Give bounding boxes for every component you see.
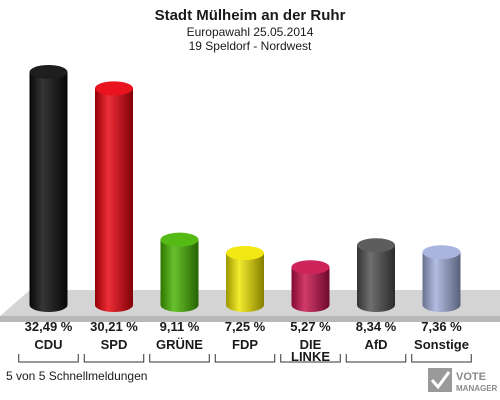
category-bracket	[18, 354, 79, 363]
bar-body	[291, 267, 330, 312]
footer-note: 5 von 5 Schnellmeldungen	[6, 369, 147, 383]
bar-cap	[357, 238, 395, 253]
logo-vote: VOTE	[456, 371, 486, 383]
category-bracket	[345, 354, 407, 363]
bar-die-linke	[291, 260, 330, 312]
category-label: DIE LINKE	[291, 337, 330, 364]
bar-body	[422, 252, 461, 312]
bar-sonstige	[422, 245, 461, 312]
floor-edge	[0, 316, 500, 322]
value-labels: 32,49 % 30,21 % 9,11 % 7,25 % 5,27 % 8,34 % 7,…	[25, 319, 463, 334]
category-label: Sonstige	[414, 337, 469, 352]
category-bracket	[411, 354, 472, 363]
category-label: CDU	[34, 337, 62, 352]
category-label: SPD	[101, 337, 128, 352]
value-label: 9,11 %	[160, 319, 200, 334]
bar-body	[160, 239, 199, 312]
bar-cdu	[29, 65, 68, 312]
value-label: 30,21 %	[90, 319, 138, 334]
chart-district: 19 Speldorf - Nordwest	[189, 39, 312, 53]
bar-spd	[95, 81, 133, 312]
bar-cap	[95, 81, 133, 96]
logo-manager: MANAGER	[456, 384, 498, 393]
bar-cap	[291, 260, 330, 275]
category-bracket	[214, 354, 276, 363]
category-label: AfD	[364, 337, 387, 352]
bar-body	[95, 88, 133, 312]
category-bracket	[280, 354, 341, 363]
category-label: FDP	[232, 337, 258, 352]
bar-cap	[160, 232, 199, 247]
bar-cap	[226, 246, 264, 261]
chart-title: Stadt Mülheim an der Ruhr	[155, 7, 346, 24]
vote-manager-logo: VOTE MANAGER	[428, 368, 498, 393]
value-label: 7,36 %	[421, 319, 462, 334]
bar-body	[357, 245, 395, 312]
bars-layer	[29, 65, 461, 312]
value-label: 7,25 %	[225, 319, 266, 334]
category-bracket	[83, 354, 145, 363]
bar-fdp	[226, 246, 264, 312]
bar-cap	[29, 65, 68, 79]
bar-afd	[357, 238, 395, 312]
value-label: 8,34 %	[356, 319, 397, 334]
bar-body	[226, 253, 264, 312]
category-axis: CDU SPD GRÜNE FDP DIE LINKE AfD Sonstige	[18, 337, 472, 364]
bar-grüne	[160, 232, 199, 312]
chart-subtitle: Europawahl 25.05.2014	[187, 25, 314, 39]
category-bracket	[149, 354, 210, 363]
category-label: GRÜNE	[156, 337, 203, 352]
bar-body	[29, 72, 68, 312]
value-label: 32,49 %	[25, 319, 73, 334]
check-icon	[428, 368, 452, 392]
value-label: 5,27 %	[290, 319, 331, 334]
bar-cap	[422, 245, 461, 260]
